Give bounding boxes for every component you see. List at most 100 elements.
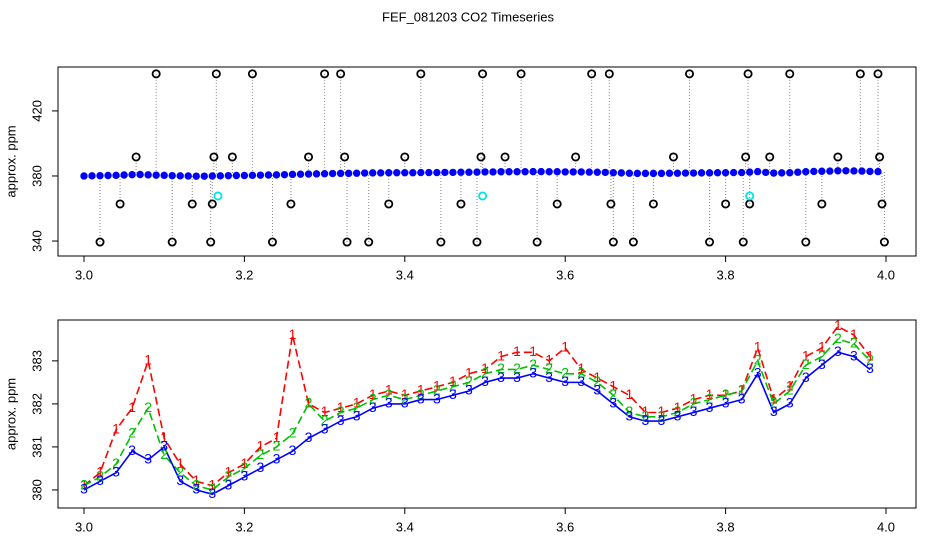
point xyxy=(521,168,529,176)
point-marker: 3 xyxy=(144,451,152,467)
point xyxy=(641,169,650,178)
point-marker: 3 xyxy=(353,407,361,423)
point xyxy=(737,168,746,177)
point xyxy=(681,169,690,177)
point-marker: 2 xyxy=(224,468,232,484)
point-marker: 1 xyxy=(577,360,585,376)
point-marker: 3 xyxy=(176,472,184,488)
point xyxy=(208,172,217,180)
point-marker: 3 xyxy=(529,364,537,380)
point-marker: 1 xyxy=(369,386,377,402)
x-tick-label: 4.0 xyxy=(877,519,895,534)
point-marker: 1 xyxy=(273,429,281,445)
point-marker: 1 xyxy=(305,395,313,411)
point-marker: 2 xyxy=(144,399,152,415)
point-marker: 3 xyxy=(674,407,682,423)
point-marker: 3 xyxy=(96,472,104,488)
point xyxy=(465,168,473,176)
plot-frame xyxy=(57,66,917,257)
point-marker: 2 xyxy=(481,364,489,380)
point-marker: 2 xyxy=(802,356,810,372)
point xyxy=(312,170,321,178)
point xyxy=(866,167,874,176)
point xyxy=(320,169,329,178)
point-marker: 3 xyxy=(449,386,457,402)
point-marker: 2 xyxy=(128,425,136,441)
point-marker: 1 xyxy=(224,463,232,479)
point xyxy=(304,152,314,162)
point-marker: 3 xyxy=(273,451,281,467)
point-marker: 3 xyxy=(481,373,489,389)
x-tick-label: 3.0 xyxy=(75,267,93,282)
point xyxy=(364,237,374,247)
point-marker: 3 xyxy=(609,395,617,411)
x-tick-label: 4.0 xyxy=(877,267,895,282)
point-marker: 1 xyxy=(385,382,393,398)
point xyxy=(545,168,553,176)
point xyxy=(416,69,426,79)
point-marker: 1 xyxy=(481,360,489,376)
point-marker: 3 xyxy=(690,403,698,419)
point xyxy=(128,170,136,179)
point xyxy=(232,171,241,180)
point-marker: 2 xyxy=(465,373,473,389)
point-marker: 1 xyxy=(770,390,778,406)
point xyxy=(385,169,393,177)
point-marker: 3 xyxy=(561,373,569,389)
point xyxy=(633,169,642,178)
point-marker: 2 xyxy=(353,399,361,415)
point-marker: 2 xyxy=(722,386,730,402)
point xyxy=(256,171,265,179)
point-marker: 2 xyxy=(96,468,104,484)
point xyxy=(209,152,219,162)
point xyxy=(738,237,748,247)
point xyxy=(721,199,731,209)
point xyxy=(409,169,417,177)
point-marker: 2 xyxy=(561,364,569,380)
point-marker: 3 xyxy=(497,369,505,385)
point xyxy=(741,152,751,162)
point xyxy=(227,152,237,162)
point xyxy=(818,167,826,175)
point xyxy=(224,171,233,180)
point-marker: 3 xyxy=(112,463,120,479)
point xyxy=(400,152,410,162)
point-marker: 1 xyxy=(160,429,168,445)
point xyxy=(697,169,706,177)
point-marker: 1 xyxy=(786,377,794,393)
point xyxy=(585,168,593,176)
point-marker: 1 xyxy=(593,369,601,385)
point-marker: 3 xyxy=(385,395,393,411)
point xyxy=(529,167,537,176)
point xyxy=(609,169,618,177)
x-tick-label: 3.0 xyxy=(75,519,93,534)
point xyxy=(377,169,385,177)
point xyxy=(513,168,521,176)
x-tick-label: 3.6 xyxy=(556,519,574,534)
point-marker: 2 xyxy=(257,446,265,462)
point xyxy=(817,199,827,209)
point xyxy=(216,172,225,180)
point-marker: 1 xyxy=(658,403,666,419)
point xyxy=(532,237,542,247)
point xyxy=(601,168,609,177)
point-marker: 2 xyxy=(770,395,778,411)
point xyxy=(801,237,811,247)
point-marker: 2 xyxy=(240,459,248,475)
point-marker: 2 xyxy=(449,377,457,393)
point xyxy=(267,237,277,247)
point-marker: 3 xyxy=(658,412,666,428)
point xyxy=(478,191,488,201)
point-marker: 2 xyxy=(866,352,874,368)
point-marker: 1 xyxy=(642,403,650,419)
point-marker: 1 xyxy=(625,386,633,402)
point-marker: 1 xyxy=(513,343,521,359)
point xyxy=(104,171,112,180)
point-marker: 3 xyxy=(577,373,585,389)
point xyxy=(617,169,626,177)
point xyxy=(689,169,698,177)
point-marker: 2 xyxy=(818,347,826,363)
point-marker: 2 xyxy=(497,360,505,376)
point xyxy=(115,199,125,209)
point-marker: 3 xyxy=(369,399,377,415)
